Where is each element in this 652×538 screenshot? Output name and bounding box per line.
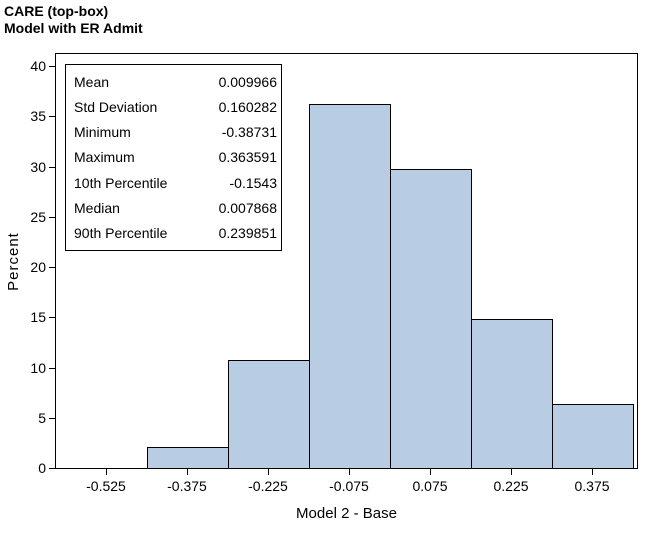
histogram-bar	[389, 169, 472, 468]
y-tick-label: 35	[30, 108, 46, 125]
chart-title-line1: CARE (top-box)	[4, 3, 109, 19]
stat-label: Median	[74, 199, 120, 216]
stat-label: Maximum	[74, 149, 135, 166]
stats-box: Mean 0.009966 Std Deviation 0.160282 Minimum…	[65, 64, 282, 251]
stat-value: -0.1543	[229, 174, 277, 191]
y-tick-label: 15	[30, 309, 46, 326]
stat-row: Minimum -0.38731	[74, 120, 277, 145]
histogram-bar	[551, 404, 634, 468]
y-axis-title-wrap: Percent	[2, 54, 24, 468]
histogram-bar	[146, 447, 229, 468]
chart-title-line2: Model with ER Admit	[4, 20, 143, 36]
y-tick-label: 0	[38, 460, 46, 476]
stat-label: 90th Percentile	[74, 224, 168, 241]
y-tick-label: 30	[30, 158, 46, 175]
x-tick-label: 0.375	[574, 478, 610, 494]
y-tick-mark	[49, 66, 56, 67]
stat-row: 90th Percentile 0.239851	[74, 221, 277, 246]
histogram-bar	[470, 319, 553, 468]
x-tick-mark	[430, 468, 431, 475]
stat-value: 0.009966	[218, 74, 277, 90]
y-tick-mark	[49, 267, 56, 268]
y-tick-label: 20	[30, 259, 46, 275]
y-tick-label: 25	[30, 208, 46, 225]
stat-row: Maximum 0.363591	[74, 145, 277, 170]
y-tick-label: 10	[30, 359, 46, 376]
y-tick-mark	[49, 317, 56, 319]
x-tick-mark	[187, 468, 188, 475]
x-tick-label: -0.075	[329, 478, 369, 494]
x-axis-title: Model 2 - Base	[296, 505, 397, 522]
x-tick-mark	[349, 468, 350, 475]
y-tick-mark	[49, 216, 56, 218]
stat-label: Mean	[74, 74, 110, 90]
x-tick-mark	[592, 468, 593, 475]
plot-area: Percent 0 5 10 15 20 25 30 35 40 -0.525 -0.375 -0.…	[5, 53, 638, 522]
stat-value: 0.363591	[218, 149, 277, 166]
y-tick-mark	[49, 417, 56, 419]
stat-value: -0.38731	[221, 124, 277, 141]
x-tick-mark	[511, 468, 512, 475]
histogram-bar	[308, 104, 391, 468]
stat-value: 0.007868	[218, 199, 277, 216]
x-tick-label: 0.225	[493, 478, 529, 494]
y-tick-label: 40	[30, 58, 46, 74]
x-tick-label: -0.375	[167, 478, 207, 494]
stat-row: 10th Percentile -0.1543	[74, 171, 277, 196]
histogram-bar	[227, 360, 310, 468]
y-tick-mark	[49, 116, 56, 118]
stat-label: Std Deviation	[74, 99, 158, 116]
stat-row: Median 0.007868	[74, 196, 277, 221]
x-tick-label: -0.525	[86, 478, 126, 494]
stat-row: Std Deviation 0.160282	[74, 95, 277, 120]
x-tick-label: -0.225	[248, 478, 288, 494]
y-tick-mark	[49, 367, 56, 369]
y-tick-mark	[49, 166, 56, 168]
chart-title: CARE (top-box) Model with ER Admit	[4, 3, 143, 37]
stat-value: 0.239851	[218, 224, 277, 241]
y-axis-title: Percent	[4, 231, 22, 291]
x-tick-mark	[268, 468, 269, 475]
y-tick-mark	[49, 468, 56, 469]
stat-label: 10th Percentile	[74, 174, 168, 191]
stat-value: 0.160282	[218, 99, 277, 116]
x-tick-mark	[106, 468, 107, 475]
stat-label: Minimum	[74, 124, 131, 141]
y-tick-label: 5	[38, 409, 46, 426]
x-tick-label: 0.075	[412, 478, 448, 494]
stat-row: Mean 0.009966	[74, 70, 277, 95]
